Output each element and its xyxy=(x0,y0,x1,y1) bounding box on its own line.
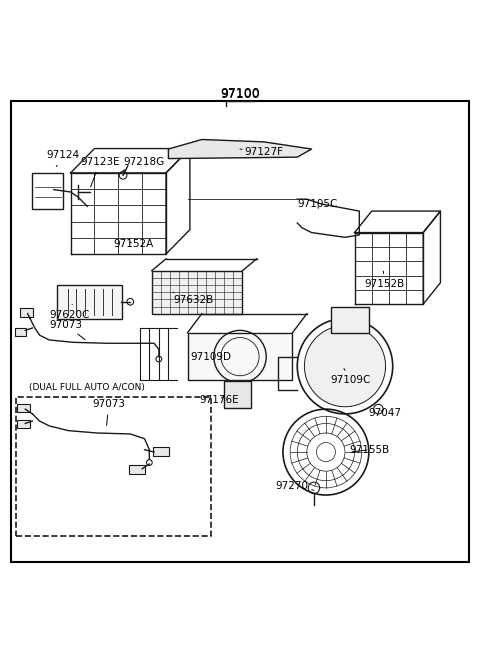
Text: 97127F: 97127F xyxy=(240,148,284,157)
Text: 97123E: 97123E xyxy=(80,157,120,187)
FancyBboxPatch shape xyxy=(17,404,30,413)
Text: 97155B: 97155B xyxy=(350,445,390,455)
FancyBboxPatch shape xyxy=(224,381,251,408)
Text: 97109D: 97109D xyxy=(190,352,231,361)
FancyBboxPatch shape xyxy=(153,447,169,457)
FancyBboxPatch shape xyxy=(20,308,34,317)
Text: 97047: 97047 xyxy=(369,408,402,418)
Text: 97218G: 97218G xyxy=(123,157,164,171)
Circle shape xyxy=(304,325,385,407)
Text: 97100: 97100 xyxy=(220,87,260,100)
Text: 97100: 97100 xyxy=(220,89,260,101)
Polygon shape xyxy=(168,140,312,159)
Text: (DUAL FULL AUTO A/CON): (DUAL FULL AUTO A/CON) xyxy=(29,383,145,392)
FancyBboxPatch shape xyxy=(57,285,122,319)
Text: 97632B: 97632B xyxy=(173,292,214,305)
FancyBboxPatch shape xyxy=(33,173,63,209)
Text: 97105C: 97105C xyxy=(297,199,337,209)
FancyBboxPatch shape xyxy=(11,101,469,562)
Text: 97152B: 97152B xyxy=(364,271,404,289)
Text: 97073: 97073 xyxy=(49,319,85,340)
FancyBboxPatch shape xyxy=(16,397,211,535)
FancyBboxPatch shape xyxy=(152,271,242,314)
Text: 97109C: 97109C xyxy=(331,369,371,386)
FancyBboxPatch shape xyxy=(331,306,369,333)
Text: 97620C: 97620C xyxy=(49,304,89,320)
Text: 97176E: 97176E xyxy=(199,394,239,405)
Text: 97124: 97124 xyxy=(47,150,80,167)
FancyBboxPatch shape xyxy=(188,333,292,380)
Text: 97073: 97073 xyxy=(92,400,125,426)
FancyBboxPatch shape xyxy=(129,466,144,474)
Text: 97270: 97270 xyxy=(276,482,314,491)
Text: 97152A: 97152A xyxy=(114,239,154,249)
FancyBboxPatch shape xyxy=(15,329,26,336)
FancyBboxPatch shape xyxy=(17,420,30,428)
